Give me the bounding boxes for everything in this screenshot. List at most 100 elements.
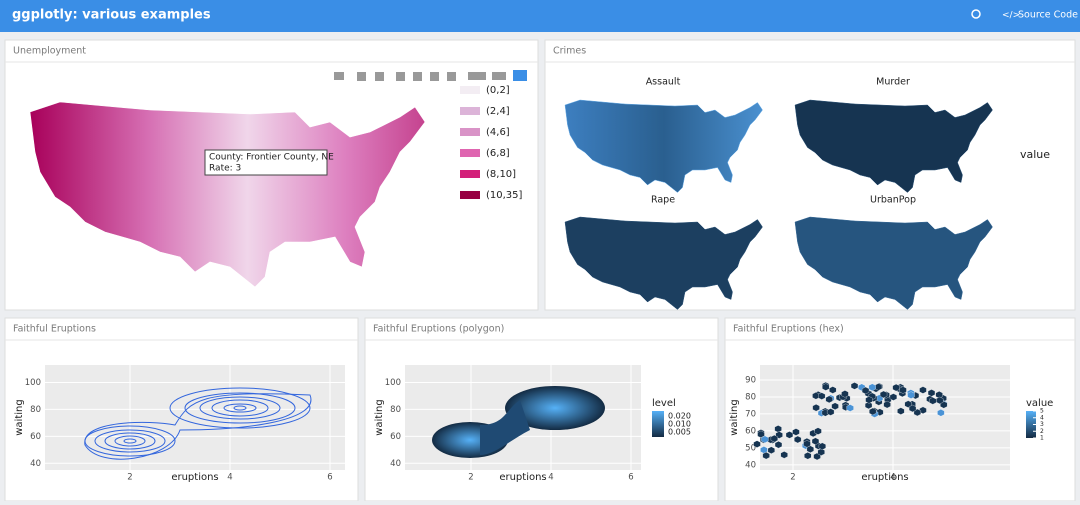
app-title: ggplotly: various examples — [12, 8, 211, 23]
colorbar-title: value — [1020, 148, 1050, 161]
legend-label: (4,6] — [486, 127, 510, 138]
legend-tick-label: 5 — [1040, 408, 1044, 415]
legend-label: (6,8] — [486, 148, 510, 159]
y-tick-label: 50 — [745, 443, 756, 453]
hex-bin — [817, 448, 825, 456]
y-tick-label: 100 — [385, 378, 401, 388]
panel-title: Faithful Eruptions — [13, 324, 96, 335]
x-tick-label: 2 — [790, 473, 795, 483]
y-tick-label: 60 — [30, 432, 41, 442]
share-icon[interactable] — [971, 9, 981, 19]
hex-bin — [780, 451, 788, 459]
legend-tick-label: 1 — [1040, 435, 1044, 442]
legend-colorbar — [652, 411, 664, 437]
x-tick-label: 4 — [548, 473, 553, 483]
y-tick-label: 100 — [25, 378, 41, 388]
hex-bin — [936, 396, 944, 405]
legend-label: 0.005 — [668, 428, 691, 437]
facet-title: Rape — [651, 195, 675, 206]
y-axis-label: waiting — [14, 399, 25, 435]
density-contours — [84, 387, 312, 460]
y-tick-label: 80 — [30, 405, 41, 415]
hex-bin — [818, 442, 826, 450]
y-axis-label: waiting — [374, 399, 385, 435]
hex-bin — [868, 383, 876, 391]
hex-bin — [841, 390, 849, 398]
legend-label: 0.020 — [668, 412, 691, 421]
code-icon[interactable]: </> — [1002, 11, 1020, 21]
y-tick-label: 60 — [390, 432, 401, 442]
legend-swatch — [460, 86, 480, 94]
y-tick-label: 40 — [390, 459, 401, 469]
facet-title: Murder — [876, 77, 910, 88]
facet-title: UrbanPop — [870, 195, 916, 206]
hex-bin — [767, 446, 775, 454]
hex-bin — [814, 427, 822, 435]
legend-swatch — [460, 149, 480, 157]
legend-swatch — [460, 170, 480, 178]
x-axis-label: eruptions — [499, 472, 546, 483]
legend-swatch — [460, 191, 480, 199]
hex-bin — [937, 409, 945, 417]
hex-bin — [825, 395, 833, 404]
hex-bin — [774, 441, 783, 449]
hex-bin — [804, 452, 812, 460]
hex-bin — [806, 445, 814, 453]
hex-bin — [889, 393, 897, 401]
legend-label: (0,2] — [486, 85, 510, 96]
legend-label: (10,35] — [486, 190, 523, 201]
plot-toolbar[interactable] — [334, 70, 527, 81]
density-polygon — [432, 386, 605, 458]
legend-label: (2,4] — [486, 106, 510, 117]
navbar — [0, 0, 1080, 32]
hex-bin — [762, 451, 770, 460]
hex-bin — [818, 392, 826, 400]
plot-background — [45, 365, 345, 470]
hex-bin — [919, 406, 927, 414]
hex-bin — [864, 401, 873, 410]
legend-title: value — [1026, 398, 1053, 409]
hex-bin — [899, 386, 907, 394]
y-tick-label: 40 — [30, 459, 41, 469]
source-code-link[interactable]: Source Code — [1018, 10, 1078, 21]
x-tick-label: 4 — [890, 473, 895, 483]
y-tick-label: 60 — [745, 426, 756, 436]
hex-bin — [822, 383, 830, 391]
legend-swatch — [460, 107, 480, 115]
legend-title: level — [652, 398, 676, 409]
panel-title: Faithful Eruptions (hex) — [733, 324, 844, 335]
x-tick-label: 6 — [327, 473, 332, 483]
x-axis-label: eruptions — [171, 472, 218, 483]
hex-bin — [927, 389, 936, 397]
hex-bin — [883, 400, 891, 409]
tooltip — [204, 149, 328, 176]
y-tick-label: 80 — [390, 405, 401, 415]
legend-colorbar — [1026, 411, 1036, 438]
hex-bin — [865, 396, 873, 404]
tooltip-line: County: Frontier County, NE — [209, 153, 334, 163]
y-tick-label: 80 — [745, 392, 756, 402]
hex-bin — [811, 437, 820, 445]
hex-bin — [907, 391, 915, 399]
hex-bin — [919, 386, 927, 394]
hex-bin — [904, 400, 912, 408]
hex-bin — [803, 440, 811, 448]
hex-bin — [846, 404, 854, 412]
hex-bin — [908, 404, 917, 413]
panel-title: Crimes — [553, 46, 586, 57]
x-tick-label: 2 — [468, 473, 473, 483]
tooltip-line: Rate: 3 — [209, 164, 241, 174]
y-tick-label: 90 — [745, 375, 756, 385]
legend-tick-label: 4 — [1040, 414, 1044, 421]
facet-title: Assault — [646, 77, 681, 88]
y-axis-label: waiting — [729, 399, 740, 435]
hex-bin — [850, 382, 859, 390]
x-tick-label: 6 — [628, 473, 633, 483]
hex-bin — [861, 386, 870, 395]
y-tick-label: 70 — [745, 409, 756, 419]
hex-bin — [794, 435, 802, 444]
hex-bin — [812, 404, 820, 412]
hex-bin — [869, 407, 877, 416]
y-tick-label: 40 — [745, 460, 756, 470]
legend-label: 0.010 — [668, 420, 691, 429]
